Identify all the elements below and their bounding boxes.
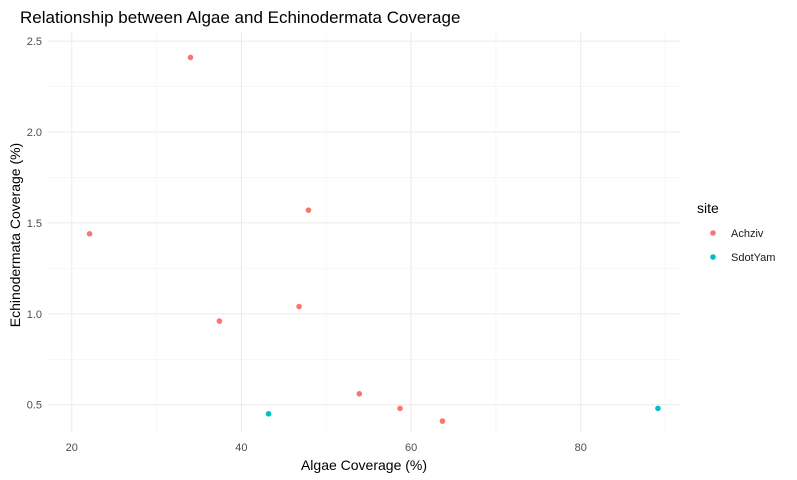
legend: site Achziv SdotYam [697, 200, 775, 264]
data-point-sdotyam [655, 405, 661, 412]
data-point-achziv [305, 207, 312, 213]
legend-label-sdotyam: SdotYam [731, 252, 775, 264]
y-tick-label: 2.5 [27, 36, 42, 48]
data-point-achziv [296, 303, 302, 310]
data-point-sdotyam [265, 411, 272, 417]
x-axis-label: Algae Coverage (%) [301, 457, 427, 473]
legend-title: site [697, 200, 719, 216]
data-point-achziv [439, 418, 446, 424]
x-tick-label: 20 [66, 442, 78, 454]
data-point-achziv [86, 231, 93, 237]
data-point-achziv [216, 318, 223, 324]
y-axis-label: Echinodermata Coverage (%) [7, 143, 23, 327]
chart-title: Relationship between Algae and Echinoder… [20, 8, 460, 27]
y-tick-label: 2.0 [27, 127, 42, 139]
x-axis-ticks: 20 40 60 80 [66, 442, 587, 454]
y-axis-ticks: 0.5 1.0 1.5 2.0 2.5 [27, 36, 42, 412]
y-tick-label: 0.5 [27, 400, 42, 412]
y-tick-label: 1.5 [27, 218, 42, 230]
legend-key-achziv [710, 230, 716, 236]
x-tick-label: 80 [575, 442, 587, 454]
legend-key-sdotyam [710, 254, 716, 260]
x-tick-label: 40 [235, 442, 247, 454]
data-points [86, 54, 661, 424]
data-point-achziv [187, 54, 194, 61]
data-point-achziv [356, 391, 363, 397]
x-tick-label: 60 [405, 442, 417, 454]
legend-label-achziv: Achziv [731, 228, 764, 240]
grid [48, 32, 680, 432]
data-point-achziv [397, 405, 403, 412]
y-tick-label: 1.0 [27, 309, 42, 321]
